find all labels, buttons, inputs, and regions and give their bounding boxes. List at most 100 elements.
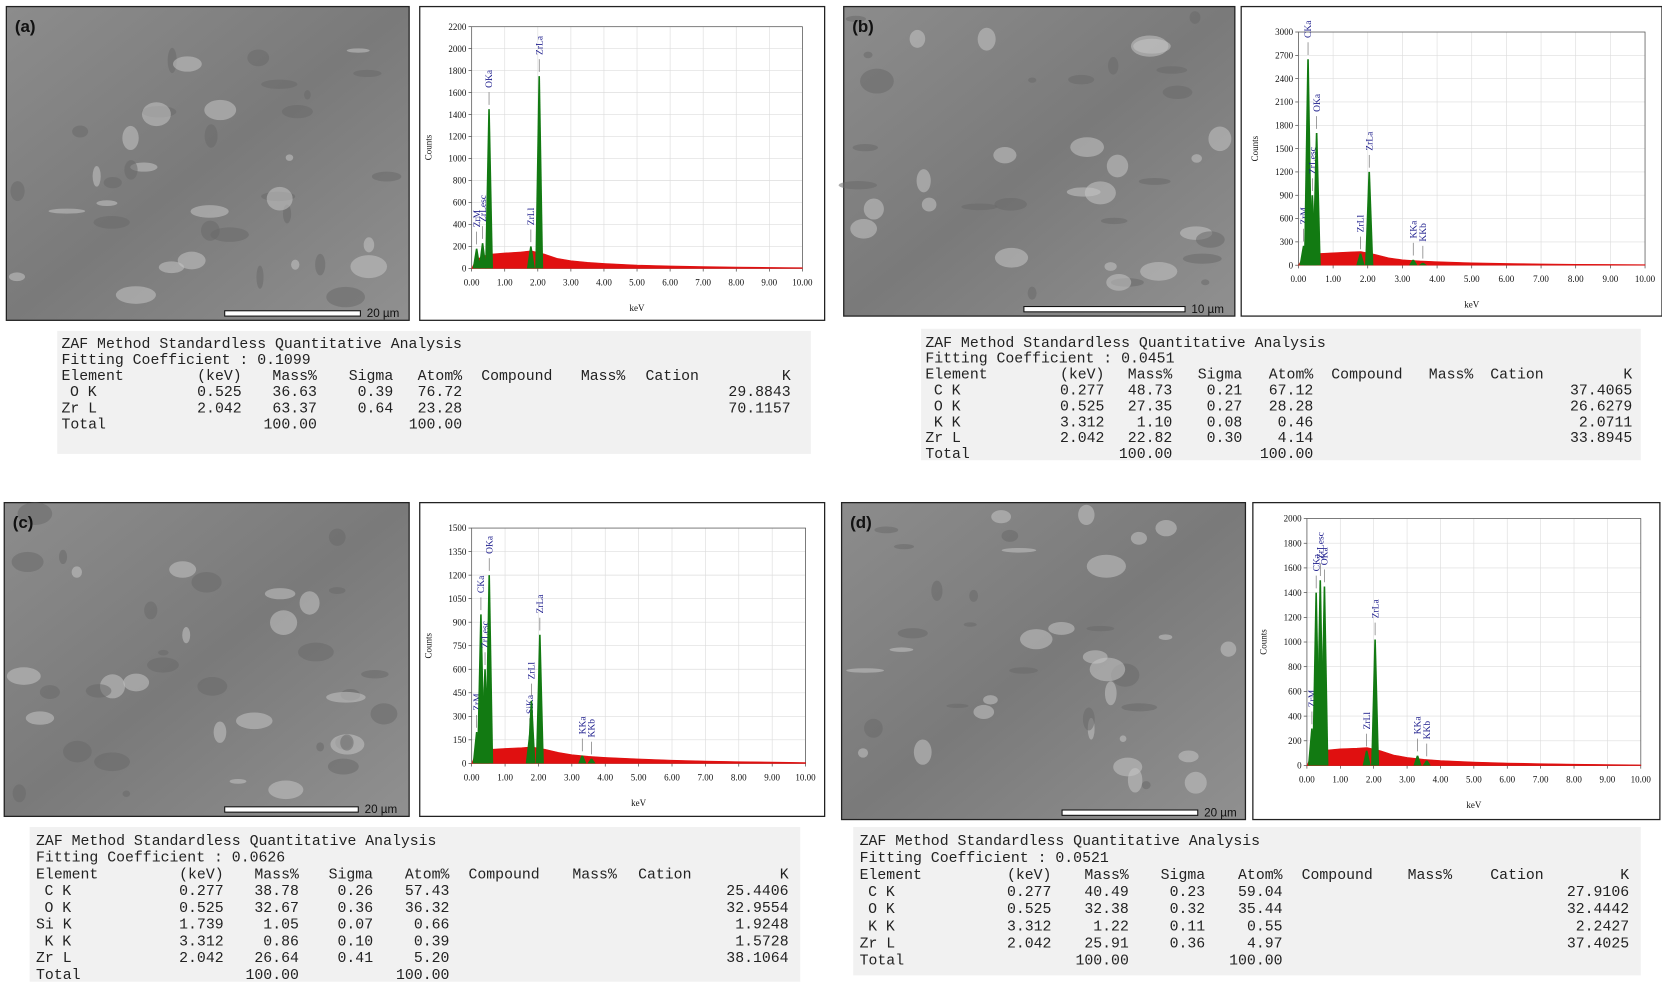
x-tick-label: 6.00 — [664, 772, 680, 782]
figure: (a)20 µm02004006008001000120014001600180… — [0, 0, 1662, 983]
table-text: 1.10 — [1137, 415, 1173, 431]
x-tick-label: 8.00 — [728, 277, 744, 287]
sem-particle — [1191, 154, 1202, 163]
table-text: Fitting Coefficient : 0.0451 — [925, 352, 1174, 368]
table-text: (keV) — [197, 369, 242, 385]
y-tick-label: 1000 — [448, 154, 467, 164]
x-tick-label: 9.00 — [761, 277, 777, 287]
table-text: 0.277 — [1007, 885, 1052, 901]
sem-particle — [40, 685, 60, 699]
table-text: 0.26 — [338, 884, 374, 900]
sem-particle — [973, 705, 994, 719]
table-text: Atom% — [1269, 368, 1314, 384]
table-text: 23.28 — [418, 401, 463, 417]
sem-particle — [1196, 231, 1225, 247]
y-axis-title: Counts — [423, 632, 433, 658]
x-tick-label: 7.00 — [1533, 774, 1549, 784]
table-text: 100.00 — [1075, 953, 1128, 969]
x-tick-label: 9.00 — [1600, 774, 1616, 784]
sem-particle — [1140, 262, 1177, 281]
sem-particle — [1002, 530, 1019, 542]
y-tick-label: 600 — [453, 198, 467, 208]
table-text: Sigma — [1198, 368, 1243, 384]
sem-particle — [1070, 137, 1104, 157]
sem-particle — [268, 780, 303, 799]
peak-label: ZrLa — [536, 594, 546, 614]
peak-label: OKa — [1321, 547, 1331, 566]
y-tick-label: 900 — [453, 617, 467, 627]
y-tick-label: 1800 — [448, 66, 467, 76]
sem-particle — [26, 711, 54, 724]
sem-particle — [1163, 86, 1193, 99]
sem-particle — [364, 237, 375, 252]
page: {"panels": [ {"label": "(a)", "scale_bar… — [0, 0, 1662, 983]
sem-particle — [922, 198, 937, 212]
table-text: K — [1620, 868, 1629, 884]
sem-particle — [123, 674, 149, 692]
table-text: 37.4025 — [1567, 936, 1629, 952]
table-text: 59.04 — [1238, 885, 1283, 901]
y-tick-label: 150 — [453, 735, 467, 745]
y-tick-label: 1050 — [448, 594, 467, 604]
table-text: Sigma — [349, 369, 394, 385]
table-text: 0.277 — [1060, 384, 1105, 400]
x-tick-label: 6.00 — [1499, 274, 1515, 284]
sem-particle — [864, 719, 883, 738]
y-tick-label: 800 — [453, 176, 467, 186]
sem-particle — [12, 552, 44, 572]
scale-bar — [1062, 810, 1198, 815]
x-tick-label: 7.00 — [695, 277, 711, 287]
table-text: 25.4406 — [726, 884, 788, 900]
chart-frame — [1253, 503, 1660, 820]
sem-particle — [917, 169, 931, 192]
table-text: 1.739 — [179, 918, 224, 934]
table-text: 1.05 — [263, 918, 299, 934]
x-tick-label: 4.00 — [1433, 774, 1449, 784]
y-tick-label: 400 — [1288, 711, 1302, 721]
peak-label: CKa — [477, 575, 487, 593]
sem-particle — [142, 102, 171, 126]
sem-particle — [1106, 274, 1131, 291]
x-tick-label: 3.00 — [1399, 774, 1415, 784]
scale-bar-label: 20 µm — [367, 307, 400, 320]
y-tick-label: 0 — [462, 759, 467, 769]
table-text: 76.72 — [418, 385, 463, 401]
table-text: Mass% — [1084, 868, 1129, 884]
table-text: 0.39 — [358, 385, 394, 401]
y-tick-label: 1800 — [1284, 538, 1303, 548]
table-text: 0.10 — [338, 934, 374, 950]
table-text: Atom% — [1238, 868, 1283, 884]
table-text: 37.4065 — [1570, 384, 1632, 400]
sem-particle — [991, 510, 1011, 523]
sem-particle — [898, 628, 928, 638]
table-text: 0.21 — [1207, 384, 1243, 400]
sem-particle — [1121, 703, 1157, 711]
sem-particle — [96, 200, 117, 206]
table-text: 100.00 — [1119, 447, 1172, 463]
table-text: ZAF Method Standardless Quantitative Ana… — [860, 834, 1260, 850]
peak-label: KKb — [1419, 223, 1429, 242]
peak-label: OKa — [485, 535, 495, 554]
table-text: K K — [45, 934, 72, 950]
table-text: 0.66 — [414, 918, 450, 934]
sem-particle — [204, 100, 236, 120]
scale-bar-label: 20 µm — [365, 803, 398, 816]
table-text: 70.1157 — [728, 401, 790, 417]
x-tick-label: 1.00 — [1332, 774, 1348, 784]
table-text: 5.20 — [414, 951, 450, 967]
y-tick-label: 0 — [1289, 260, 1294, 270]
sem-particle — [1183, 254, 1222, 264]
peak-label: ZrLa — [1371, 599, 1381, 619]
x-tick-label: 3.00 — [564, 772, 580, 782]
table-text: C K — [45, 884, 72, 900]
x-tick-label: 4.00 — [597, 772, 613, 782]
table-text: 2.042 — [179, 951, 224, 967]
sem-particle — [1190, 11, 1201, 24]
y-tick-label: 1500 — [448, 523, 467, 533]
y-tick-label: 1350 — [448, 547, 467, 557]
y-tick-label: 2100 — [1275, 97, 1293, 107]
x-tick-label: 8.00 — [1568, 274, 1584, 284]
table-text: 0.64 — [358, 401, 394, 417]
sem-particle — [1131, 532, 1147, 545]
table-text: Mass% — [272, 369, 317, 385]
